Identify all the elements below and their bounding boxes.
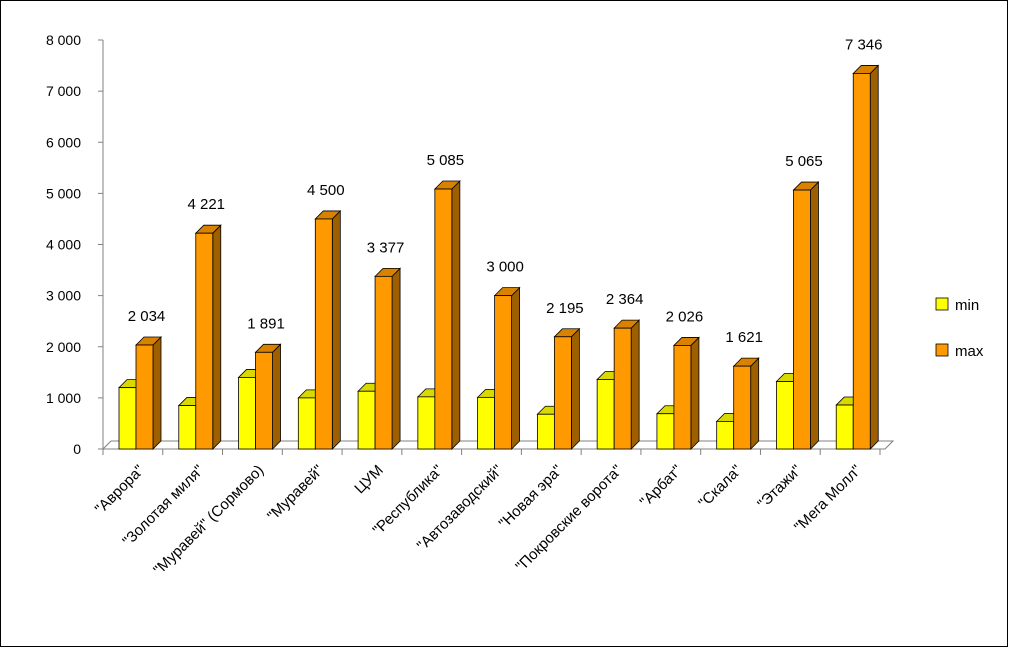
bar-side [272, 343, 281, 450]
data-label: 4 221 [187, 196, 225, 213]
category-label: "Муравей" [264, 462, 327, 525]
bar-front [793, 189, 811, 450]
bar-front [716, 420, 735, 450]
category-label: "Этажи" [754, 462, 805, 513]
category-label: ЦУМ [351, 462, 386, 497]
bar-front [553, 336, 572, 450]
data-label: 7 346 [845, 36, 883, 53]
data-label: 1 891 [247, 315, 285, 332]
y-tick-label: 1 000 [46, 390, 81, 406]
bar-max [852, 64, 880, 450]
category-label: "Скала" [695, 462, 745, 512]
bar-side [212, 224, 222, 450]
bar-front [118, 387, 137, 450]
bar-max [194, 224, 222, 450]
bar-max [613, 319, 641, 450]
bar-side [690, 336, 700, 450]
bar-max [553, 327, 581, 450]
bar-max [493, 286, 521, 450]
bar-front [135, 344, 154, 450]
bar-front [656, 413, 675, 450]
data-label: 1 621 [725, 329, 763, 346]
y-tick-label: 7 000 [46, 83, 81, 99]
bar-max [433, 180, 461, 450]
bar-side [331, 209, 341, 450]
y-tick-label: 6 000 [46, 134, 81, 150]
y-tick-label: 0 [73, 441, 81, 457]
bar-front [673, 345, 692, 450]
legend-swatch-min [935, 297, 949, 311]
bar-front [297, 397, 316, 450]
bar-max [672, 336, 700, 450]
legend-label-max: max [955, 343, 984, 360]
data-label: 2 026 [666, 308, 704, 325]
data-label: 3 000 [486, 259, 524, 276]
data-label: 5 085 [427, 152, 465, 169]
bar-front [613, 327, 632, 450]
category-label: "Муравей" (Сормово) [150, 462, 267, 579]
category-label: "Арбат" [637, 462, 686, 511]
bar-front [477, 396, 496, 450]
bar-side [391, 267, 401, 450]
bar-side [511, 286, 521, 450]
bar-front [255, 351, 273, 450]
bar-front [835, 404, 854, 450]
y-tick-label: 3 000 [46, 288, 81, 304]
bar-max [254, 343, 282, 450]
bar-front [852, 73, 871, 450]
legend-swatch-max [935, 343, 949, 357]
bar-max [374, 267, 402, 450]
bar-side [451, 180, 461, 450]
bar-max [135, 336, 162, 450]
bar-front [178, 405, 197, 450]
bar-max [792, 181, 820, 450]
category-label: "Аврора" [92, 462, 148, 518]
bar-front [195, 232, 214, 450]
bar-side [152, 336, 162, 450]
bar-side [750, 357, 760, 450]
bar-side [570, 327, 580, 450]
bar-front [596, 379, 615, 450]
y-tick-label: 8 000 [46, 32, 81, 48]
bar-side [869, 64, 879, 450]
bar-side [810, 181, 819, 450]
data-label: 2 364 [606, 291, 644, 308]
data-label: 3 377 [367, 239, 405, 256]
category-label: "Покровские ворота" [512, 462, 625, 575]
y-tick-label: 5 000 [46, 185, 81, 201]
bar-side [630, 319, 640, 450]
bar-front [733, 365, 752, 450]
data-label: 4 500 [307, 182, 345, 199]
bar-front [536, 413, 555, 450]
data-label: 5 065 [785, 153, 823, 170]
bar-max [732, 357, 760, 450]
bar-front [776, 381, 794, 450]
bar-max [314, 209, 342, 450]
bar-front [434, 188, 453, 450]
bar-front [374, 275, 393, 450]
bar-front [238, 377, 256, 450]
data-label: 2 195 [546, 300, 584, 317]
data-label: 2 034 [128, 308, 166, 325]
y-tick-label: 2 000 [46, 339, 81, 355]
bar-front [494, 295, 513, 450]
bar-front [314, 218, 333, 450]
legend-label-min: min [955, 297, 979, 314]
bar-front [417, 396, 436, 450]
y-tick-label: 4 000 [46, 237, 81, 253]
bar-front [357, 390, 376, 450]
